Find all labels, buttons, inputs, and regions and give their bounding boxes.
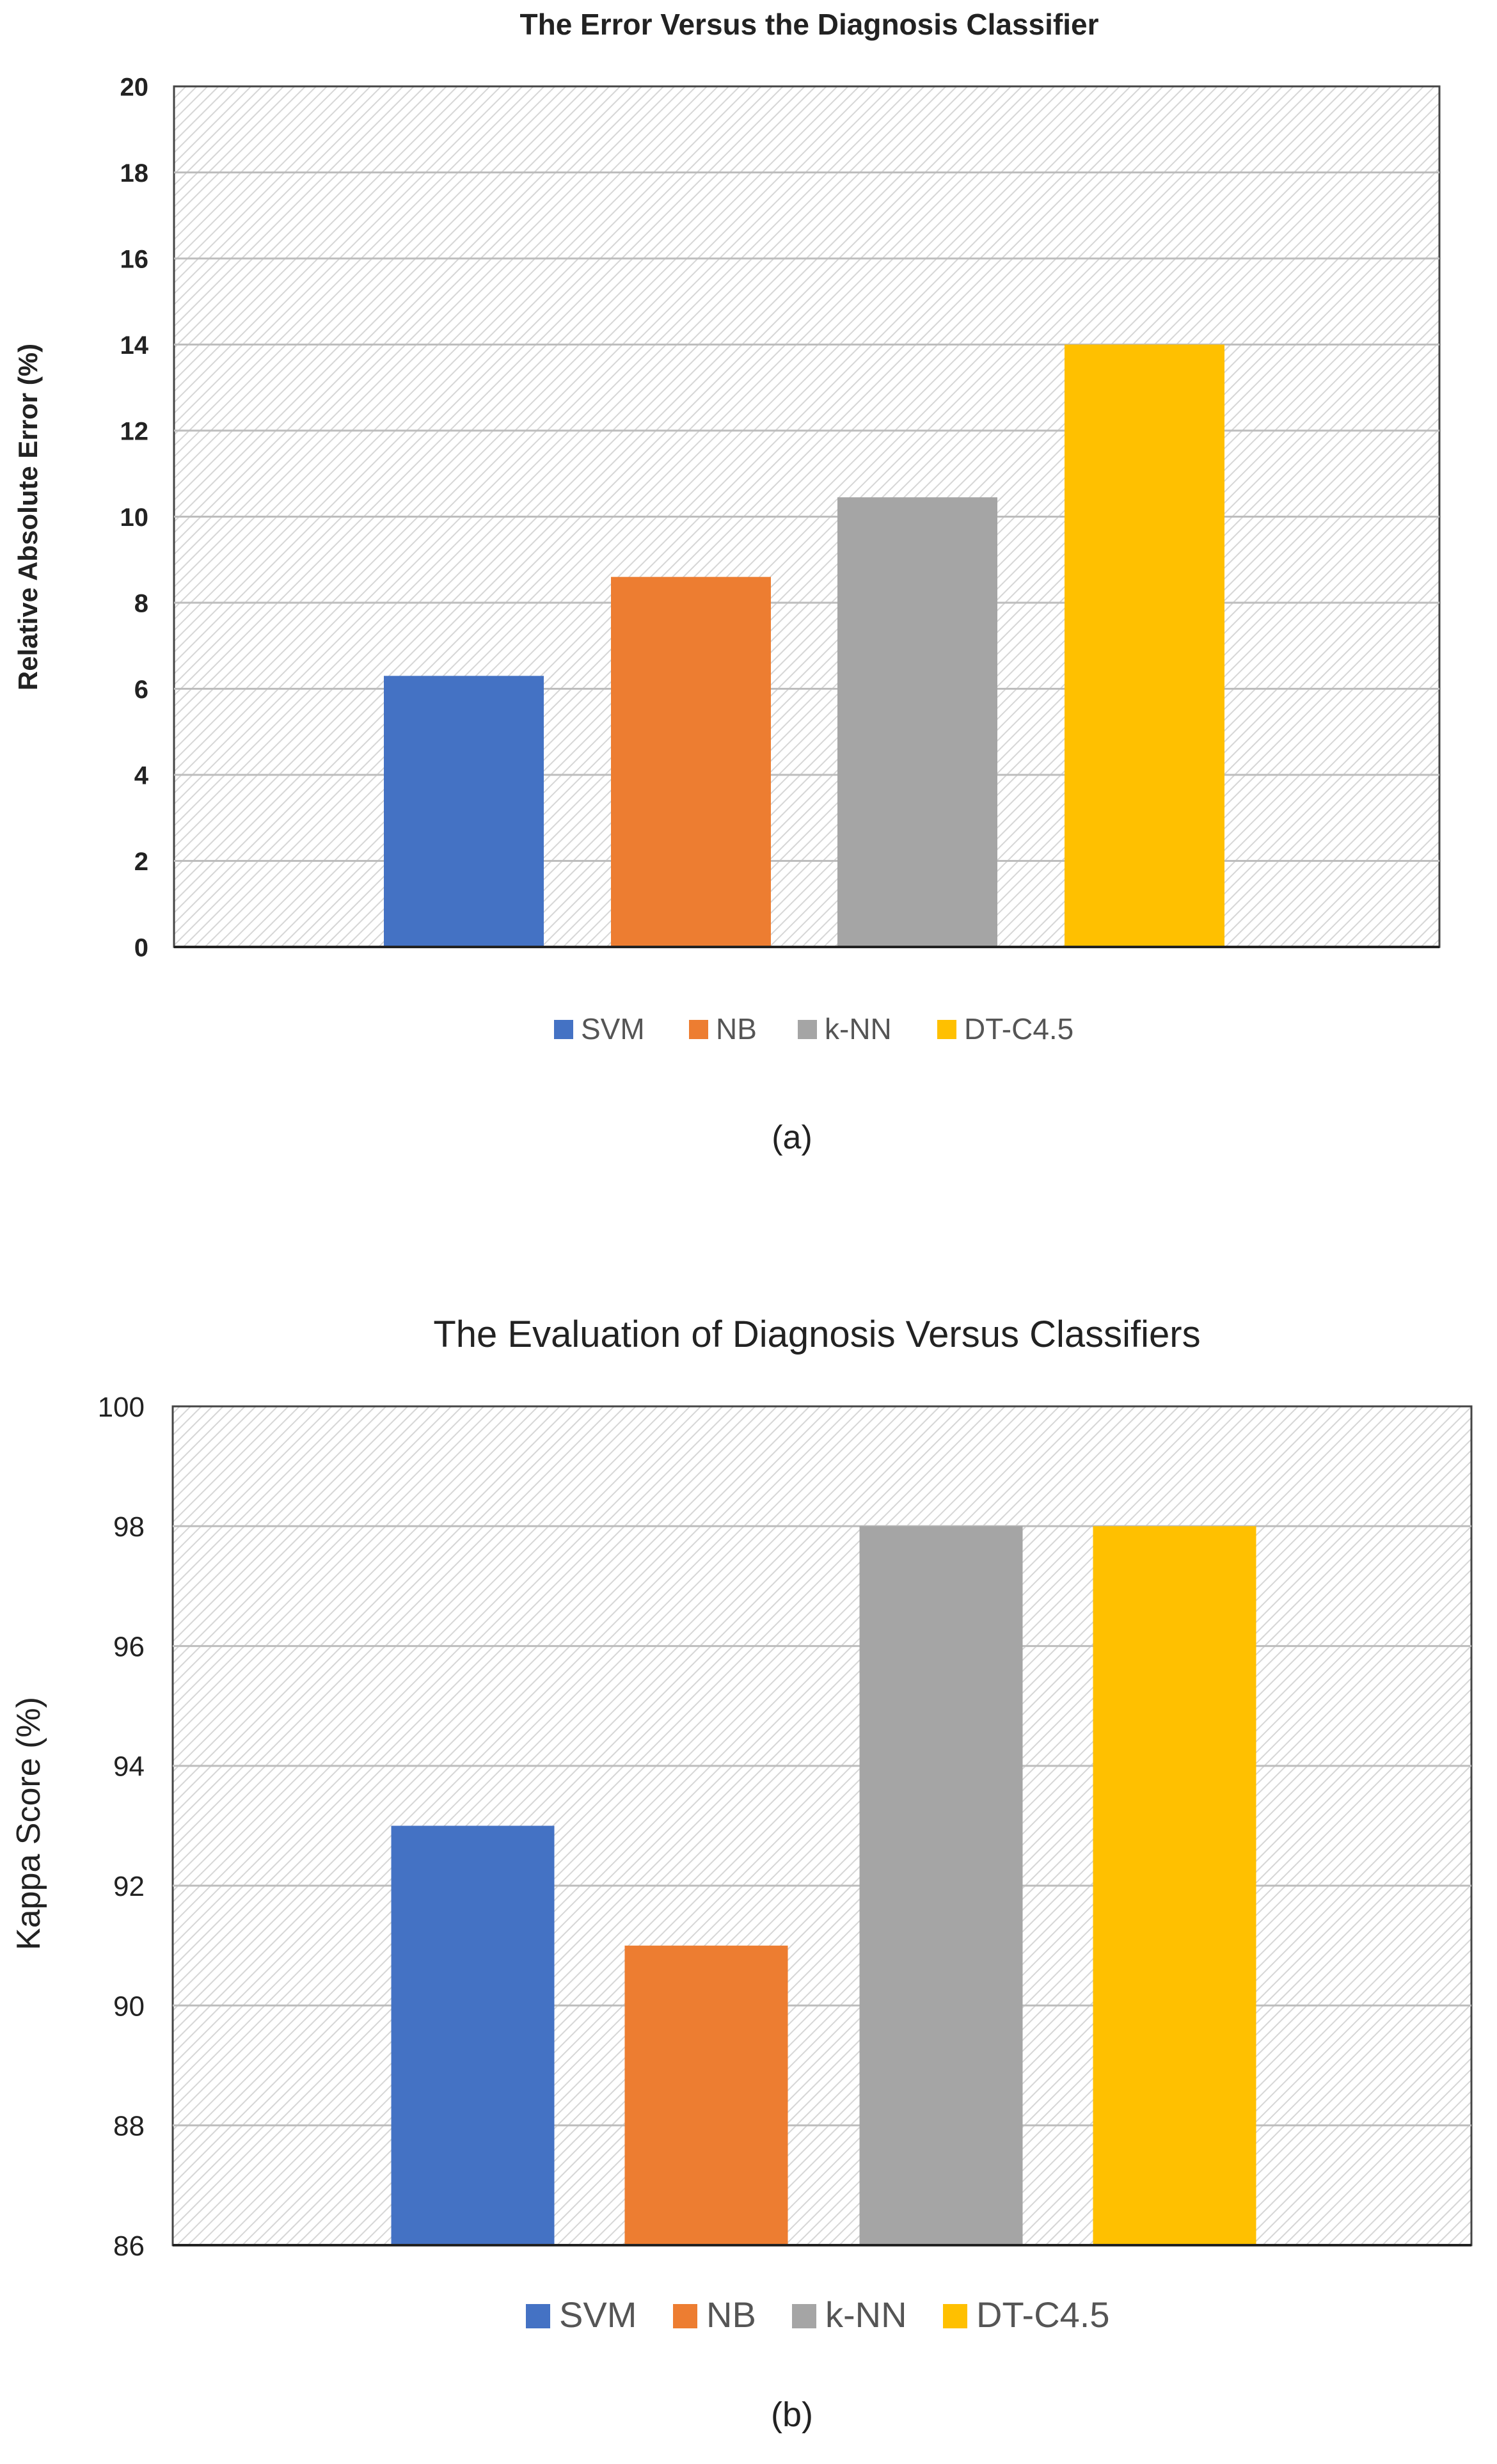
chart-a-bar-dtc45 [1065,344,1224,947]
chart-a-y-tick-label-2: 2 [134,848,148,876]
chart-b-legend: SVM NB k-NN DT-C4.5 [526,2294,1110,2335]
chart-b-y-tick-label-96: 96 [113,1631,145,1662]
chart-b-bar-knn [859,1526,1023,2245]
chart-b-legend-swatch-knn [792,2304,816,2328]
chart-b-title: The Evaluation of Diagnosis Versus Class… [433,1314,1200,1355]
chart-a-legend: SVM NB k-NN DT-C4.5 [554,1012,1073,1045]
chart-b-legend-label-nb: NB [706,2294,756,2335]
chart-a-y-tick-label-20: 20 [120,73,149,101]
chart-a-y-tick-label-14: 14 [120,331,149,360]
chart-a-legend-label-dtc45: DT-C4.5 [964,1012,1073,1045]
chart-a-y-tick-label-10: 10 [120,504,149,532]
chart-a-legend-label-knn: k-NN [825,1012,892,1045]
chart-a-bar-svm [384,676,544,947]
chart-a-legend-swatch-knn [798,1020,817,1039]
chart-b-bars [173,1526,1471,2246]
chart-a-legend-swatch-dtc45 [937,1020,956,1039]
chart-b-y-tick-label-88: 88 [113,2111,145,2142]
chart-a-y-tick-label-0: 0 [134,934,148,962]
chart-b-bar-svm [391,1825,555,2245]
chart-b-caption: (b) [771,2396,813,2434]
chart-b-legend-label-svm: SVM [559,2294,637,2335]
chart-a-y-tick-label-12: 12 [120,417,149,445]
chart-b-legend-swatch-svm [526,2304,550,2328]
chart-a-legend-label-svm: SVM [581,1012,645,1045]
chart-a-legend-label-nb: NB [716,1012,757,1045]
chart-a-y-tick-label-8: 8 [134,589,148,617]
chart-a-bars [174,344,1439,948]
chart-a-legend-swatch-nb [689,1020,708,1039]
chart-b-legend-label-knn: k-NN [825,2294,907,2335]
chart-b-bar-dtc45 [1093,1526,1256,2245]
chart-a-bar-knn [837,497,997,947]
chart-a-caption: (a) [772,1119,812,1156]
chart-a-bar-nb [611,576,771,947]
chart-b-plot-area [171,1405,1473,2246]
chart-b-y-tick-label-86: 86 [113,2230,145,2262]
chart-a-y-tick-label-6: 6 [134,676,148,704]
chart-a-y-tick-label-18: 18 [120,159,149,187]
chart-b-y-ticks: 86 88 90 92 94 96 98 100 [98,1392,145,2262]
chart-b-y-tick-label-100: 100 [98,1392,145,1423]
chart-b-legend-swatch-dtc45 [943,2304,967,2328]
chart-b-y-tick-label-98: 98 [113,1511,145,1543]
chart-b: The Evaluation of Diagnosis Versus Class… [10,1314,1473,2434]
chart-a-y-tick-label-16: 16 [120,245,149,273]
chart-a-y-tick-label-4: 4 [134,761,149,790]
chart-b-bar-nb [624,1945,788,2245]
chart-a: The Error Versus the Diagnosis Classifie… [13,8,1441,1156]
chart-b-y-tick-label-90: 90 [113,1991,145,2022]
chart-b-y-tick-label-94: 94 [113,1751,145,1783]
chart-a-title: The Error Versus the Diagnosis Classifie… [520,8,1099,41]
chart-b-y-axis-label: Kappa Score (%) [10,1697,47,1950]
chart-a-legend-swatch-svm [554,1020,573,1039]
chart-b-legend-swatch-nb [673,2304,697,2328]
chart-b-legend-label-dtc45: DT-C4.5 [976,2294,1110,2335]
chart-b-y-tick-label-92: 92 [113,1871,145,1902]
chart-a-y-axis-label: Relative Absolute Error (%) [13,344,43,690]
chart-a-y-ticks: 0 2 4 6 8 10 12 14 16 18 20 [120,73,149,962]
